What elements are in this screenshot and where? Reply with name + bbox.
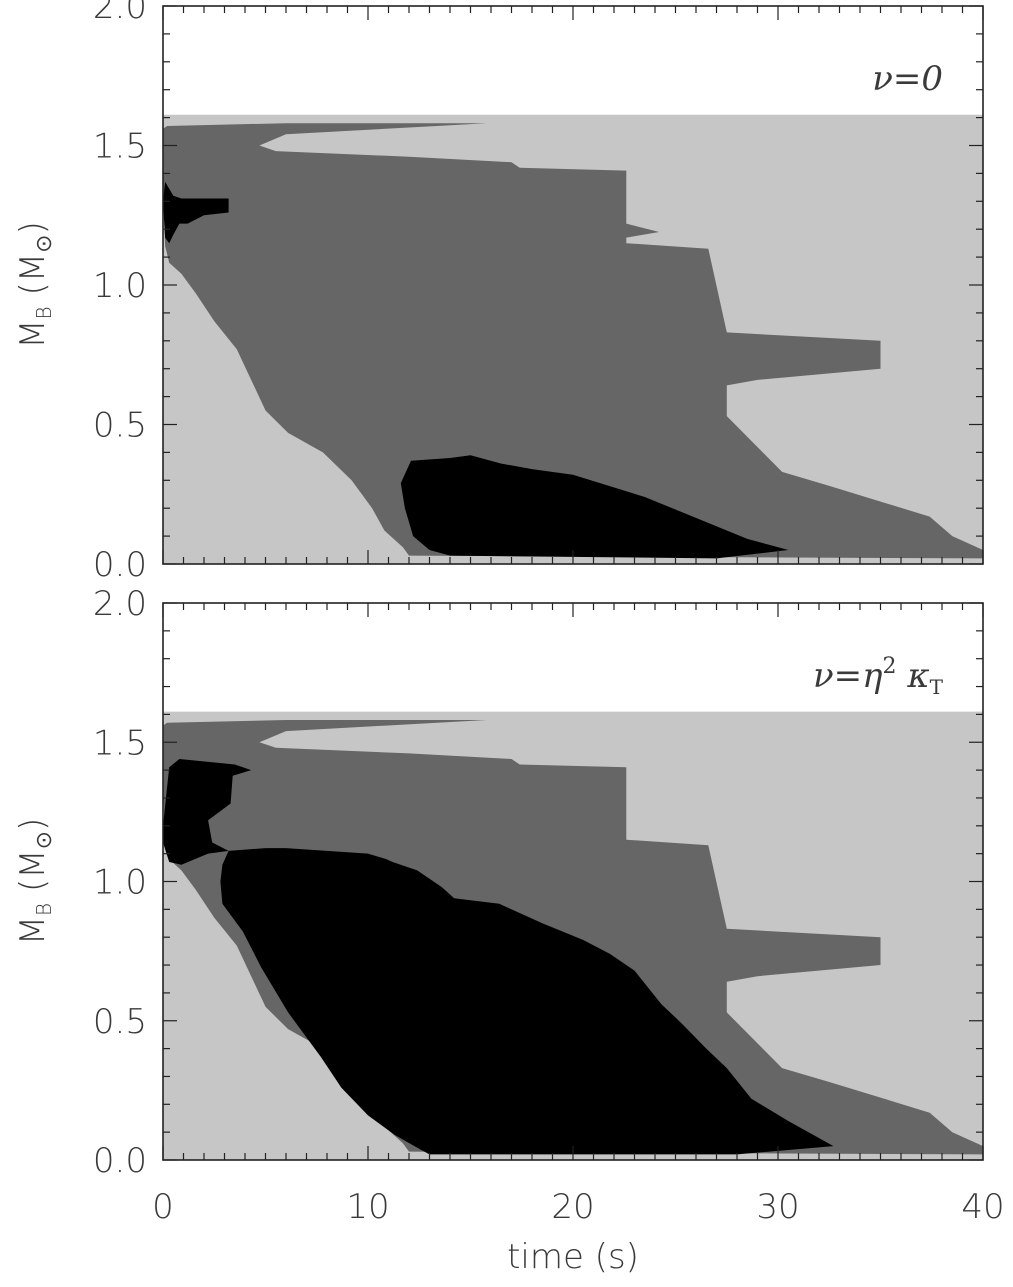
panel-annotation: ν=η2 κT [813, 654, 944, 699]
y-axis-title: MB (M⊙) [13, 221, 57, 349]
x-tick-label: 30 [756, 1187, 799, 1227]
x-axis-title: time (s) [507, 1237, 639, 1277]
y-axis-title: MB (M⊙) [13, 818, 57, 946]
y-tick-label: 2.0 [93, 0, 147, 27]
y-tick-label: 1.5 [93, 723, 147, 763]
x-tick-label: 40 [961, 1187, 1004, 1227]
x-tick-label: 10 [346, 1187, 389, 1227]
x-tick-label: 0 [152, 1187, 174, 1227]
region-group [163, 711, 983, 1160]
y-tick-label: 1.0 [93, 863, 147, 903]
y-tick-label: 0.5 [93, 1002, 147, 1042]
x-tick-label: 20 [551, 1187, 594, 1227]
y-tick-label: 2.0 [93, 584, 147, 624]
y-tick-label: 1.5 [93, 127, 147, 167]
y-tick-label: 0.0 [93, 545, 147, 585]
y-tick-label: 0.0 [93, 1141, 147, 1181]
panel-annotation: ν=0 [872, 59, 943, 99]
y-tick-label: 1.0 [93, 266, 147, 306]
region-dark-2 [163, 181, 229, 244]
region-group [163, 114, 983, 564]
y-tick-label: 0.5 [93, 406, 147, 446]
region-dark-3 [400, 455, 789, 559]
region-dark-3 [220, 848, 834, 1155]
panel-top: 0.0 0.5 1.0 1.5 2.0 MB (M⊙) ν=0 [13, 0, 984, 585]
region-dark-2 [163, 759, 252, 865]
region-mid-1 [163, 123, 983, 559]
panel-bottom: 0.0 0.5 1.0 1.5 2.0 0 10 20 30 40 MB (M⊙) ν=η2 κT [13, 584, 1005, 1227]
